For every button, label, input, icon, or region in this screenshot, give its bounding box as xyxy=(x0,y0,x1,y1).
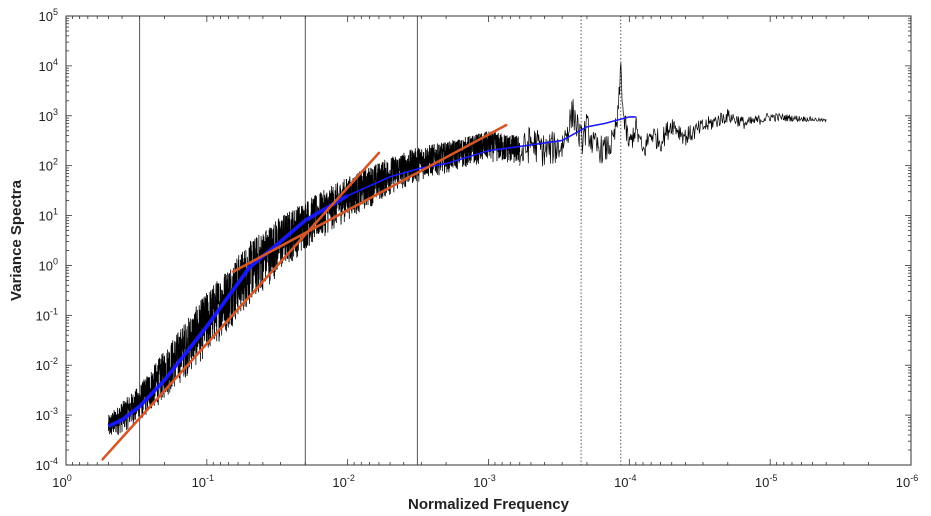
x-tick-label: 100 xyxy=(52,473,71,490)
y-tick-label: 105 xyxy=(39,7,58,24)
x-tick-label: 10-6 xyxy=(896,473,918,490)
axis-ticks: 100 10-1 10-2 10-3 10-4 10-5 10-6 10-4 10-3 10-2 1… xyxy=(36,7,919,490)
x-tick-label: 10-2 xyxy=(332,473,354,490)
x-tick-label: 10-3 xyxy=(473,473,495,490)
steep-fit-line xyxy=(101,151,381,461)
y-tick-label: 10-4 xyxy=(36,456,58,473)
y-tick-label: 10-2 xyxy=(36,356,58,373)
y-tick-label: 10-1 xyxy=(36,306,58,323)
x-axis-label: Normalized Frequency xyxy=(408,496,570,513)
shallow-fit-line xyxy=(231,123,508,273)
smoothed-spectrum-dense-segment xyxy=(107,193,349,428)
y-tick-label: 103 xyxy=(39,107,58,124)
plot-area xyxy=(101,16,827,465)
raw-spectrum-low-frequency-line xyxy=(519,62,827,167)
y-tick-label: 10-3 xyxy=(36,406,58,423)
y-tick-label: 100 xyxy=(39,256,58,273)
raw-spectrum-noisy-band xyxy=(108,131,521,435)
x-tick-label: 10-5 xyxy=(755,473,777,490)
y-tick-label: 102 xyxy=(39,157,58,174)
y-tick-label: 101 xyxy=(39,207,58,224)
x-tick-label: 10-1 xyxy=(192,473,214,490)
x-tick-label: 10-4 xyxy=(614,473,636,490)
y-axis-label: Variance Spectra xyxy=(8,179,25,301)
y-tick-label: 104 xyxy=(39,57,58,74)
